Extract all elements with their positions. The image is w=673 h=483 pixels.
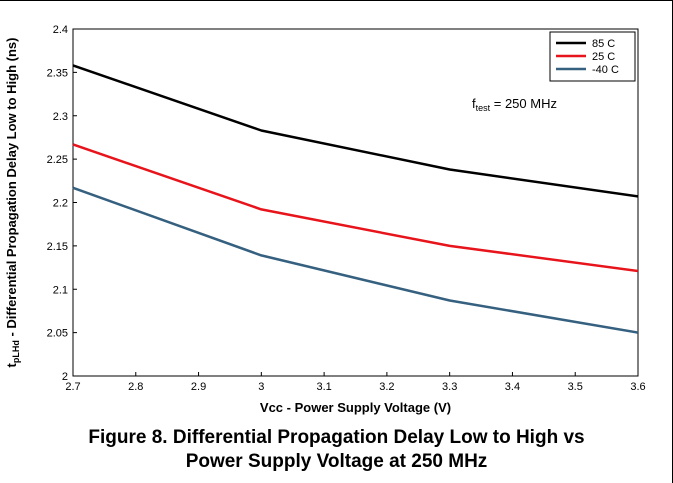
x-tick-label: 2.8 — [128, 381, 143, 393]
frame-top-border — [0, 0, 673, 1]
annotation-sub: test — [476, 103, 491, 113]
x-tick-label: 3 — [258, 381, 264, 393]
y-axis-ticks: 2 2.05 2.1 2.15 2.2 2.25 2.3 2.35 2.4 — [47, 24, 77, 383]
legend: 85 C25 C-40 C — [549, 31, 636, 82]
x-tick-label: 3.3 — [442, 381, 457, 393]
legend-label: -40 C — [592, 64, 619, 76]
series-line-40-c — [72, 186, 639, 334]
y-tick-label: 2.1 — [53, 284, 68, 296]
x-tick-label: 2.7 — [65, 381, 80, 393]
y-tick-label: 2.05 — [47, 328, 68, 340]
x-tick-label: 3.1 — [316, 381, 331, 393]
y-tick-label: 2 — [62, 371, 68, 383]
legend-label: 25 C — [592, 51, 615, 63]
annotation-rest: = 250 MHz — [490, 96, 557, 111]
caption-line-2: Power Supply Voltage at 250 MHz — [185, 451, 488, 472]
caption-line-1: Figure 8. Differential Propagation Delay… — [88, 427, 585, 448]
x-axis-title: Vcc - Power Supply Voltage (V) — [260, 400, 451, 415]
y-tick-label: 2.15 — [47, 241, 68, 253]
y-tick-label: 2.2 — [53, 198, 68, 210]
x-tick-label: 2.9 — [191, 381, 206, 393]
series-lines — [72, 64, 639, 334]
plot-area — [72, 28, 639, 377]
propagation-delay-chart: 2 2.05 2.1 2.15 2.2 2.25 2.3 2.35 2.4 2.7 2.8 2.9 3… — [4, 24, 646, 415]
y-tick-label: 2.25 — [47, 154, 68, 166]
y-tick-label: 2.4 — [53, 24, 68, 36]
x-tick-label: 3.6 — [630, 381, 645, 393]
series-line-25-c — [72, 143, 639, 273]
figure-caption: Figure 8. Differential Propagation Delay… — [0, 426, 673, 474]
x-tick-label: 3.2 — [379, 381, 394, 393]
y-axis-title: tpLHd - Differential Propagation Delay L… — [4, 38, 21, 368]
y-tick-label: 2.35 — [47, 67, 68, 79]
frequency-annotation: ftest = 250 MHz — [472, 96, 557, 113]
legend-label: 85 C — [592, 38, 615, 50]
annotation-main: f — [472, 96, 476, 111]
x-tick-label: 3.5 — [568, 381, 583, 393]
x-axis-ticks: 2.7 2.8 2.9 3 3.1 3.2 3.3 3.4 3.5 3.6 — [65, 372, 646, 393]
x-tick-label: 3.4 — [505, 381, 520, 393]
y-axis-title-main: t — [4, 362, 19, 367]
y-axis-title-sub: pLHd — [11, 340, 21, 363]
series-line-85-c — [72, 64, 639, 198]
y-axis-title-rest: - Differential Propagation Delay Low to … — [4, 38, 19, 341]
y-tick-label: 2.3 — [53, 111, 68, 123]
